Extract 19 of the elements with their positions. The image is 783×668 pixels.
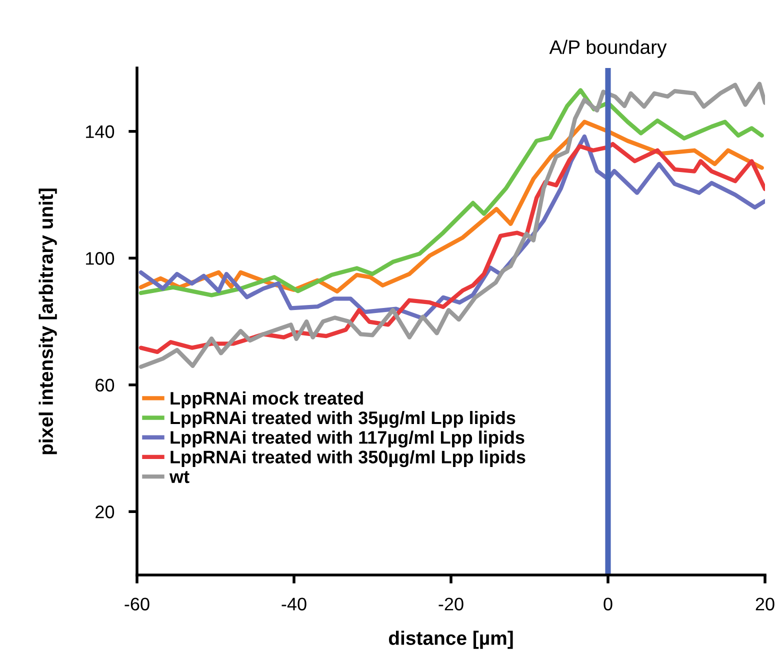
x-tick-label: -40: [282, 598, 306, 610]
legend-label: LppRNAi treated with 117µg/ml Lpp lipids: [170, 430, 524, 448]
y-tick-label: 20: [96, 506, 114, 518]
y-tick-label: 100: [86, 252, 114, 265]
line-series: [138, 82, 765, 369]
x-tick-label: -60: [124, 598, 150, 610]
x-tick-label: 0: [604, 598, 612, 610]
x-tick-label: 20: [756, 598, 774, 610]
y-tick-label: 140: [86, 125, 114, 138]
x-axis-title: distance [µm]: [388, 630, 513, 649]
legend-label: LppRNAi mock treated: [170, 391, 363, 408]
line-series: [138, 88, 764, 298]
legend-label: LppRNAi treated with 35µg/ml Lpp lipids: [170, 410, 516, 428]
legend-label: LppRNAi treated with 350µg/ml Lpp lipids: [170, 450, 526, 468]
y-axis-title: pixel intensity [arbitrary unit]: [38, 188, 57, 454]
legend-label: wt: [169, 471, 190, 484]
x-tick-label: -20: [438, 598, 464, 610]
y-tick-label: 60: [96, 378, 114, 392]
ref-line-label: A/P boundary: [549, 40, 667, 58]
